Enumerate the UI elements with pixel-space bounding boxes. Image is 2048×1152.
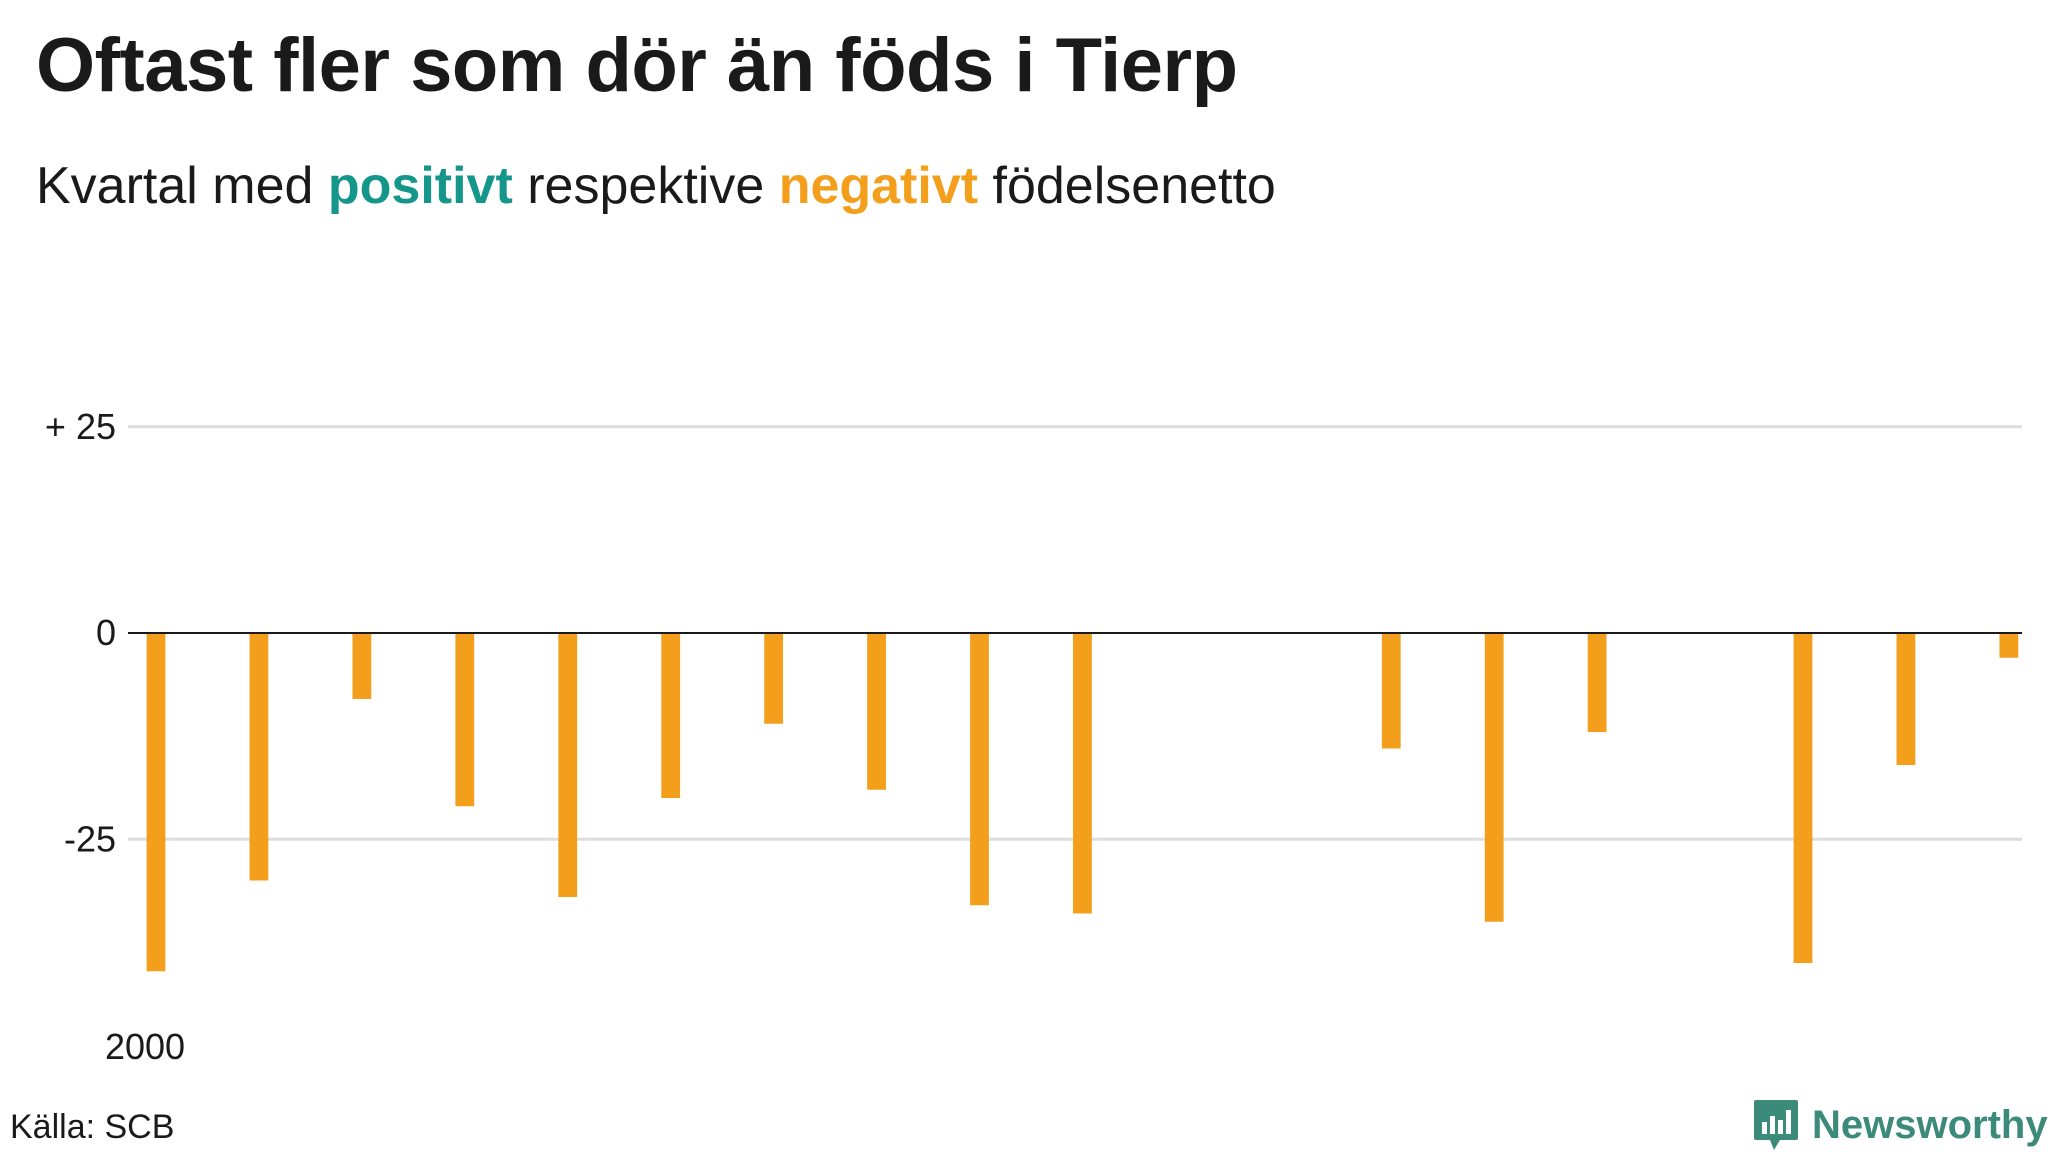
bar-negative [352,633,372,699]
brand-logo: Newsworthy [1752,1098,2048,1152]
subtitle-negative-label: negativt [778,157,979,215]
source-note: Källa: SCB [10,1108,175,1146]
subtitle-prefix: Kvartal med [36,157,328,215]
y-tick-label: -25 [64,818,116,859]
subtitle-suffix: födelsenetto [978,157,1276,215]
subtitle-middle: respektive [512,157,779,215]
bar-negative [455,633,475,807]
bar-negative [558,633,578,897]
newsworthy-logo-icon [1754,1100,1798,1150]
bar-negative [1793,633,1813,963]
bars [146,633,2019,972]
bar-negative [661,633,681,798]
bar-negative [764,633,784,724]
bar-negative [1999,633,2019,658]
brand-name: Newsworthy [1812,1102,2048,1147]
bar-negative [146,633,166,972]
axes: + 250-2520002005201020152020 [45,406,2022,1067]
chart-subtitle: Kvartal med positivt respektive negativt… [36,156,1276,216]
bar-negative [1484,633,1504,922]
x-tick-label: 2000 [105,1026,185,1067]
y-tick-label: 0 [96,612,116,653]
subtitle-positive-label: positivt [327,157,513,215]
bar-negative [1587,633,1607,732]
bar-negative [867,633,886,790]
bar-negative [970,633,989,906]
bar-negative [1381,633,1401,749]
chart-title: Oftast fler som dör än föds i Tierp [36,23,1238,108]
bar-negative [249,633,269,881]
bar-negative [1896,633,1916,765]
y-tick-label: + 25 [45,406,116,447]
bar-negative [1073,633,1092,914]
